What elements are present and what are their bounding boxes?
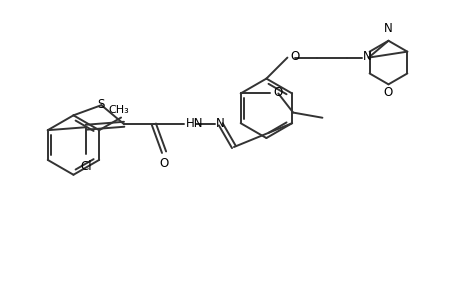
Text: S: S <box>97 98 105 111</box>
Text: N: N <box>362 50 371 63</box>
Text: O: O <box>273 86 282 99</box>
Text: O: O <box>159 157 168 170</box>
Text: N: N <box>215 117 224 130</box>
Text: O: O <box>290 50 299 63</box>
Text: HN: HN <box>185 117 202 130</box>
Text: O: O <box>383 86 392 99</box>
Text: N: N <box>383 22 392 35</box>
Text: Cl: Cl <box>80 160 91 173</box>
Text: CH₃: CH₃ <box>108 105 129 115</box>
